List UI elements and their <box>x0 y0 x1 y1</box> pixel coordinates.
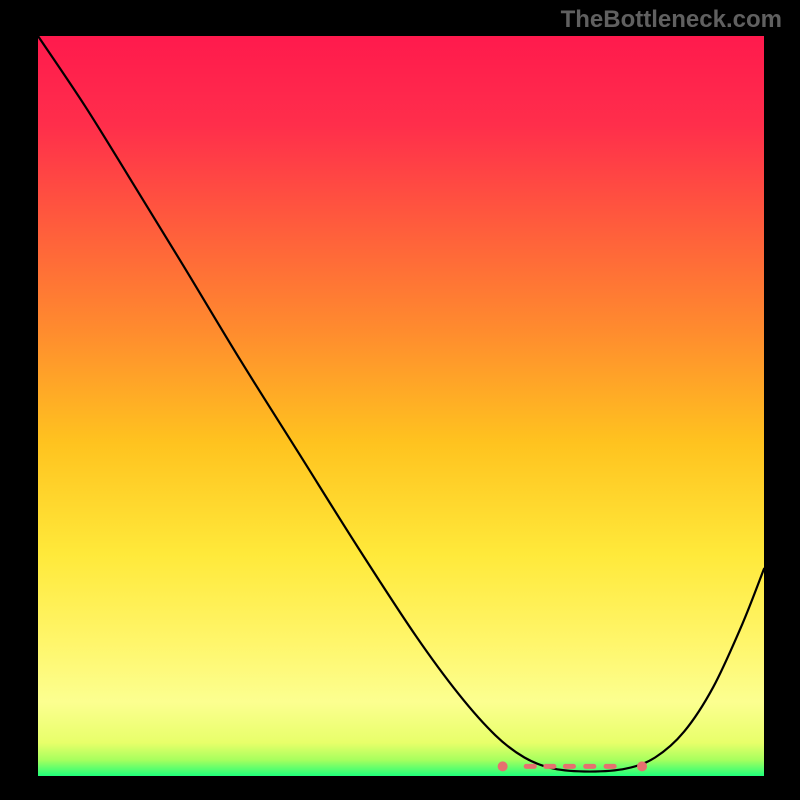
plot-area <box>38 36 764 776</box>
bottom-dash <box>543 764 556 769</box>
chart-container: TheBottleneck.com <box>0 0 800 800</box>
gradient-background <box>38 36 764 776</box>
bottom-dash <box>604 764 617 769</box>
chart-svg <box>38 36 764 776</box>
bottom-dot <box>637 761 647 771</box>
bottom-dash <box>563 764 576 769</box>
bottom-dot <box>498 761 508 771</box>
bottom-dash <box>524 764 537 769</box>
bottom-dash <box>583 764 596 769</box>
watermark-text: TheBottleneck.com <box>561 6 782 34</box>
